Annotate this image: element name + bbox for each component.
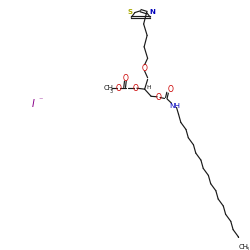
Text: O: O <box>155 93 161 102</box>
Text: O: O <box>168 85 174 94</box>
Text: O: O <box>133 84 139 93</box>
Text: O: O <box>142 64 148 72</box>
Text: ⁻: ⁻ <box>39 96 43 104</box>
Text: 3: 3 <box>246 247 248 250</box>
Text: I: I <box>32 99 35 109</box>
Text: CH: CH <box>103 85 113 91</box>
Text: N: N <box>149 9 155 15</box>
Text: S: S <box>127 9 132 15</box>
Text: H: H <box>146 86 151 90</box>
Text: CH: CH <box>239 244 249 250</box>
Text: O: O <box>122 74 128 83</box>
Text: NH: NH <box>169 102 180 108</box>
Text: 3: 3 <box>110 89 113 94</box>
Text: O: O <box>116 84 121 93</box>
